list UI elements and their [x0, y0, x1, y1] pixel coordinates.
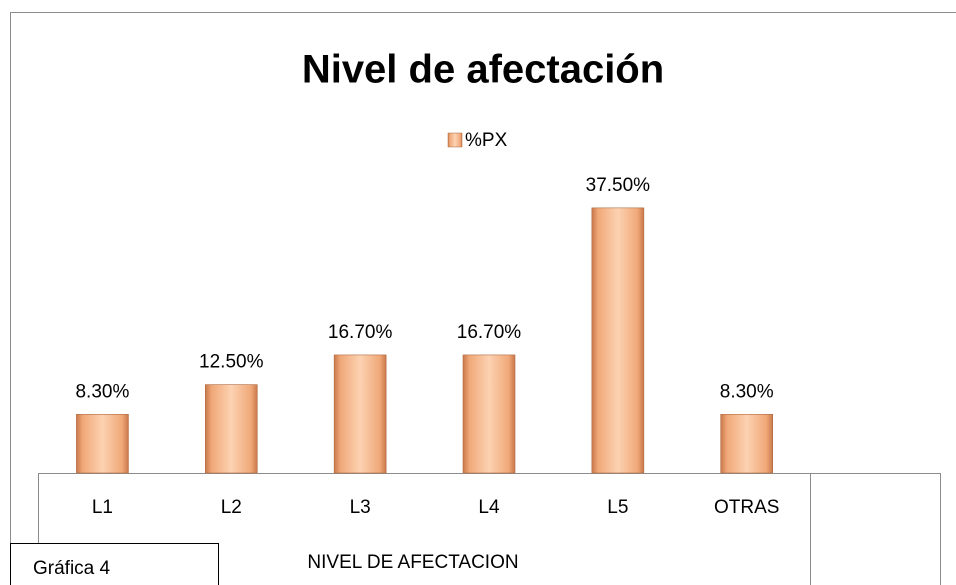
x-tick-label: L5 — [607, 497, 628, 518]
x-tick-label: L3 — [350, 497, 371, 518]
data-label: 8.30% — [75, 381, 129, 402]
bar — [76, 414, 129, 474]
legend-swatch — [447, 132, 463, 148]
x-tick-label: L1 — [92, 497, 113, 518]
bar — [591, 207, 645, 474]
legend-label: %PX — [465, 130, 508, 151]
annotation: Gráfica 4 — [33, 558, 111, 579]
chart-title: Nivel de afectación — [302, 48, 664, 92]
category-box — [38, 473, 941, 585]
bar — [333, 354, 387, 474]
x-tick-label: L2 — [221, 497, 242, 518]
data-label: 16.70% — [457, 322, 522, 343]
data-label: 37.50% — [586, 175, 651, 196]
x-axis-label: NIVEL DE AFECTACION — [307, 552, 518, 573]
annotation-box — [10, 543, 219, 585]
bar — [720, 414, 774, 474]
data-label: 8.30% — [720, 381, 774, 402]
data-label: 12.50% — [199, 352, 264, 373]
bar — [462, 354, 516, 474]
x-tick-label: OTRAS — [714, 497, 779, 518]
x-tick-label: L4 — [478, 497, 500, 518]
data-label: 16.70% — [328, 322, 393, 343]
bar — [204, 384, 258, 474]
chart-frame — [10, 12, 956, 585]
